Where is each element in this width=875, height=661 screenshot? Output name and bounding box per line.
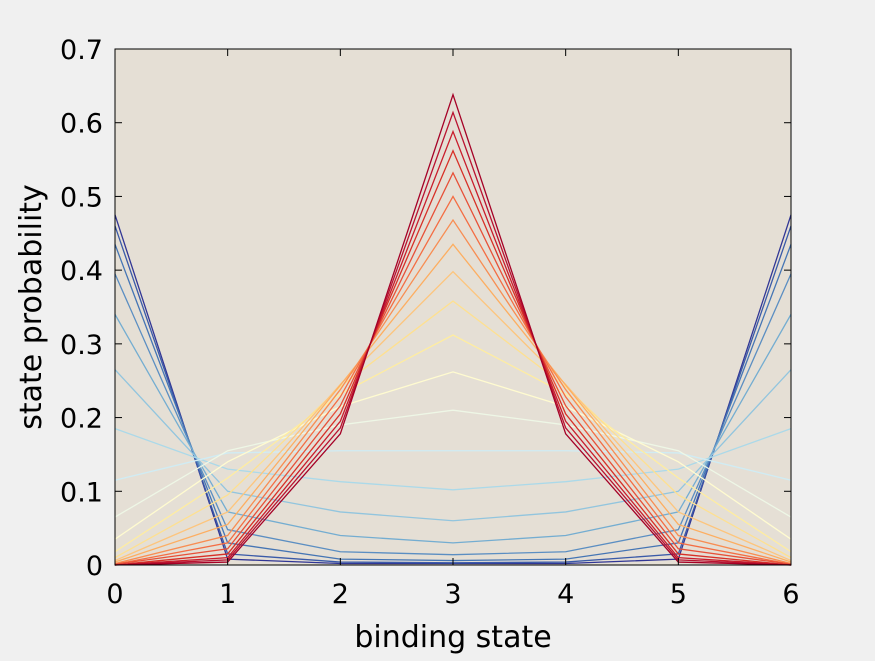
series-line-17 xyxy=(114,171,792,565)
x-axis-label: binding state xyxy=(354,620,551,655)
y-tick-label: 0.5 xyxy=(60,182,103,213)
series-line-4 xyxy=(114,273,792,556)
series-line-13 xyxy=(114,270,792,562)
series-line-16 xyxy=(114,195,792,565)
y-tick-label: 0.4 xyxy=(60,256,103,287)
x-tick-label: 4 xyxy=(557,579,574,610)
series-lines xyxy=(114,92,792,566)
y-tick-label: 0.1 xyxy=(60,477,103,508)
y-tick-label: 0.3 xyxy=(60,330,103,361)
series-line-7 xyxy=(114,428,792,491)
series-line-15 xyxy=(114,218,792,565)
x-tick-label: 5 xyxy=(670,579,687,610)
series-line-19 xyxy=(114,129,792,566)
x-tick-label: 6 xyxy=(782,579,799,610)
series-line-12 xyxy=(114,300,792,559)
series-line-6 xyxy=(114,369,792,522)
x-tick-label: 1 xyxy=(219,579,236,610)
x-tick-label: 0 xyxy=(106,579,123,610)
y-axis-label: state probability xyxy=(14,184,49,430)
series-line-18 xyxy=(114,149,792,566)
y-tick-label: 0.6 xyxy=(60,109,103,140)
y-tick-label: 0.7 xyxy=(60,35,103,66)
series-line-11 xyxy=(114,334,792,553)
y-tick-label: 0 xyxy=(86,551,103,582)
y-tick-label: 0.2 xyxy=(60,404,103,435)
x-tick-label: 2 xyxy=(332,579,349,610)
axis-ticks: 0 1 2 3 4 5 6 0 0.1 0.2 0.3 0.4 0.5 0.6 0.7 xyxy=(60,35,800,610)
series-line-9 xyxy=(114,409,792,518)
series-line-14 xyxy=(114,243,792,563)
x-tick-label: 3 xyxy=(444,579,461,610)
series-line-10 xyxy=(114,371,792,540)
plot-area xyxy=(115,49,791,565)
series-line-8 xyxy=(114,450,792,481)
